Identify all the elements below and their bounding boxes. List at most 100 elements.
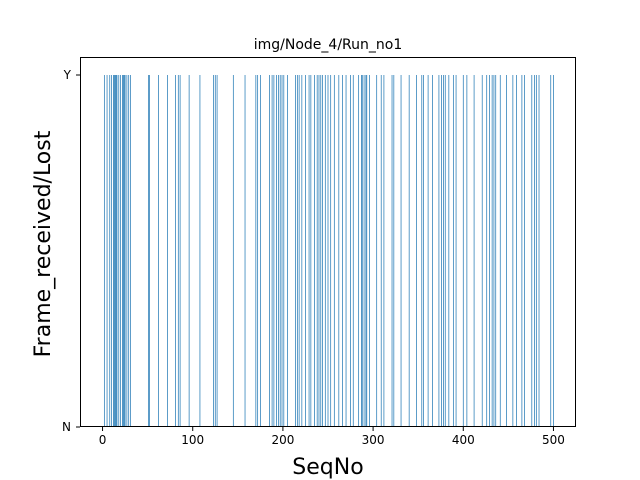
bar-seq-199: [281, 75, 283, 427]
bar-seq-190: [273, 75, 275, 427]
bar-seq-293: [366, 75, 368, 427]
chart-title: img/Node_4/Run_no1: [254, 37, 402, 53]
bar-seq-270: [345, 75, 347, 427]
bar-seq-13: [113, 75, 115, 427]
bar-seq-29: [128, 75, 130, 427]
bar-seq-225: [305, 75, 306, 427]
bar-seq-214: [295, 75, 296, 427]
bar-seq-81: [175, 75, 176, 427]
bar-seq-384: [448, 75, 450, 427]
bar-seq-14: [114, 75, 116, 427]
bar-seq-373: [438, 75, 440, 427]
bar-seq-188: [271, 75, 273, 427]
bar-seq-5: [106, 75, 108, 427]
bar-seq-392: [455, 75, 457, 427]
bar-seq-356: [423, 75, 424, 427]
bar-seq-481: [535, 75, 537, 427]
bar-seq-221: [301, 75, 303, 427]
bar-seq-23: [122, 75, 124, 427]
bar-seq-331: [400, 75, 402, 427]
y-tick-label: Y: [63, 68, 72, 82]
bar-seq-247: [324, 75, 326, 427]
bar-seq-257: [333, 75, 335, 427]
bar-seq-170: [255, 75, 257, 427]
bar-seq-296: [369, 75, 370, 427]
bar-seq-125: [214, 75, 216, 427]
bar-seq-108: [199, 75, 201, 427]
x-tick-label: 100: [181, 433, 204, 447]
bar-seq-10: [111, 75, 112, 427]
bar-seq-465: [521, 75, 523, 427]
bar-seq-25: [124, 75, 126, 427]
bar-seq-378: [443, 75, 444, 427]
bar-seq-432: [491, 75, 493, 427]
bar-seq-62: [158, 75, 159, 427]
x-tick-label: 300: [362, 433, 385, 447]
y-axis-ticks: NY: [62, 68, 80, 434]
bar-seq-340: [408, 75, 410, 427]
bar-seq-312: [383, 75, 385, 427]
bar-seq-448: [506, 75, 507, 427]
bar-seq-500: [553, 75, 554, 427]
bar-seq-31: [130, 75, 131, 427]
bar-seq-8: [109, 75, 111, 427]
y-tick-label: N: [62, 420, 71, 434]
bar-seq-434: [493, 75, 495, 427]
bar-seq-218: [298, 75, 300, 427]
bar-seq-205: [287, 75, 288, 427]
bar-seq-484: [538, 75, 540, 427]
bar-seq-18: [118, 75, 120, 427]
bar-seq-284: [358, 75, 360, 427]
bar-seq-185: [269, 75, 270, 427]
bar-seq-238: [316, 75, 318, 427]
bar-seq-412: [473, 75, 475, 427]
bar-seq-145: [232, 75, 234, 427]
bar-seq-240: [318, 75, 320, 427]
bar-seq-380: [444, 75, 446, 427]
bar-seq-195: [278, 75, 279, 427]
bar-seq-15: [115, 75, 117, 427]
bar-seq-348: [416, 75, 417, 427]
bar-seq-22: [122, 75, 123, 427]
bar-seq-400: [462, 75, 464, 427]
bar-seq-497: [550, 75, 552, 427]
bar-seq-366: [432, 75, 433, 427]
bar-seq-51: [148, 75, 149, 427]
bar-seq-479: [534, 75, 535, 427]
bar-seq-2: [103, 75, 105, 427]
bar-seq-86: [179, 75, 181, 427]
bar-seq-16: [116, 75, 118, 427]
bar-seq-201: [283, 75, 285, 427]
bar-seq-292: [365, 75, 367, 427]
plot-frame: [80, 57, 576, 427]
bar-seq-158: [244, 75, 246, 427]
bar-seq-441: [499, 75, 501, 427]
bar-seq-235: [314, 75, 315, 427]
bar-seq-175: [260, 75, 261, 427]
bar-seq-216: [296, 75, 298, 427]
bar-seq-455: [512, 75, 514, 427]
bar-seq-376: [441, 75, 442, 427]
bar-seq-309: [380, 75, 382, 427]
bar-seq-436: [495, 75, 497, 427]
bar-seq-27: [126, 75, 128, 427]
x-tick-label: 0: [99, 433, 107, 447]
bar-seq-266: [342, 75, 343, 427]
bar-seq-24: [123, 75, 125, 427]
bar-seq-84: [177, 75, 179, 427]
bar-seq-304: [376, 75, 378, 427]
bar-seq-321: [391, 75, 393, 427]
bar-seq-123: [213, 75, 214, 427]
x-tick-label: 400: [452, 433, 475, 447]
bar-seq-459: [516, 75, 517, 427]
bar-seq-127: [216, 75, 218, 427]
bar-seq-323: [393, 75, 395, 427]
bar-seq-250: [327, 75, 329, 427]
bar-seq-96: [188, 75, 190, 427]
bar-seq-262: [338, 75, 340, 427]
bar-seq-231: [310, 75, 312, 427]
bar-seq-72: [167, 75, 168, 427]
bar-seq-476: [531, 75, 533, 427]
bar-seq-253: [330, 75, 332, 427]
